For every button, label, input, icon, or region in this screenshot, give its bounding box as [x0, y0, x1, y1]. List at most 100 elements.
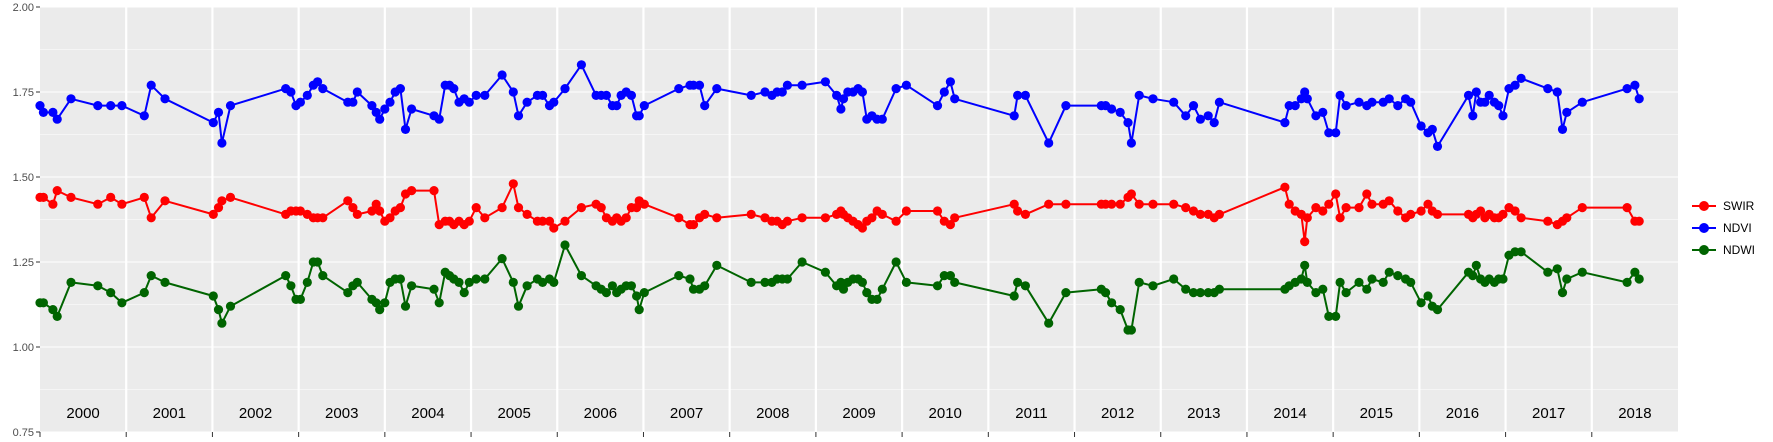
- data-point-ndwi: [1101, 288, 1111, 298]
- data-point-swir: [797, 213, 807, 223]
- data-point-ndvi: [52, 114, 62, 124]
- data-point-ndwi: [295, 294, 305, 304]
- data-point-ndwi: [797, 257, 807, 267]
- data-point-ndvi: [348, 97, 358, 107]
- data-point-swir: [688, 220, 699, 230]
- data-point-ndwi: [1543, 267, 1553, 277]
- data-point-ndvi: [760, 87, 770, 97]
- data-point-swir: [1510, 206, 1520, 216]
- data-point-ndvi: [160, 94, 170, 104]
- data-point-ndwi: [1126, 325, 1136, 335]
- data-point-ndvi: [497, 70, 507, 80]
- data-point-swir: [1107, 199, 1117, 209]
- data-point-ndwi: [1115, 305, 1125, 315]
- y-tick-label: 1.75: [13, 87, 34, 99]
- data-point-swir: [146, 213, 156, 223]
- data-point-ndwi: [538, 277, 548, 287]
- data-point-ndwi: [1335, 277, 1345, 287]
- data-point-ndwi: [1516, 247, 1526, 257]
- data-point-swir: [464, 216, 474, 226]
- data-point-ndwi: [52, 311, 62, 321]
- data-point-ndvi: [601, 90, 612, 100]
- data-point-ndwi: [632, 291, 642, 301]
- data-point-ndwi: [945, 271, 956, 281]
- x-axis: [39, 432, 1593, 437]
- data-point-ndvi: [48, 107, 58, 117]
- data-point-ndwi: [1195, 288, 1205, 298]
- year-label: 2018: [1618, 405, 1651, 422]
- data-point-ndvi: [1552, 87, 1562, 97]
- data-point-ndvi: [1494, 101, 1504, 111]
- data-point-ndvi: [538, 90, 548, 100]
- data-point-ndwi: [1416, 298, 1426, 308]
- data-point-ndwi: [281, 271, 291, 281]
- data-point-swir: [208, 209, 218, 219]
- year-label: 2009: [842, 405, 875, 422]
- data-point-ndwi: [1498, 274, 1508, 284]
- data-point-swir: [1126, 189, 1136, 199]
- data-point-ndvi: [1630, 80, 1640, 90]
- data-point-swir: [1300, 237, 1310, 247]
- data-point-swir: [213, 203, 224, 213]
- data-point-ndvi: [1280, 118, 1290, 128]
- data-point-ndvi: [1543, 84, 1553, 94]
- data-point-swir: [820, 213, 831, 223]
- data-point-swir: [1020, 209, 1030, 219]
- data-point-swir: [1577, 203, 1587, 213]
- data-point-swir: [1406, 209, 1416, 219]
- data-point-ndwi: [434, 298, 444, 308]
- data-point-swir: [1384, 196, 1394, 206]
- year-label: 2001: [153, 405, 186, 422]
- data-point-ndwi: [160, 277, 170, 287]
- data-point-ndvi: [1123, 118, 1133, 128]
- data-point-ndwi: [560, 240, 570, 250]
- data-point-ndvi: [434, 114, 444, 124]
- data-point-ndwi: [371, 298, 381, 308]
- data-point-ndvi: [1311, 111, 1321, 121]
- data-point-ndvi: [286, 87, 296, 97]
- data-point-ndwi: [862, 288, 872, 298]
- data-point-ndvi: [1354, 97, 1364, 107]
- data-point-swir: [1013, 206, 1023, 216]
- data-point-swir: [950, 213, 960, 223]
- data-point-ndwi: [1393, 271, 1403, 281]
- data-point-ndvi: [797, 80, 807, 90]
- data-point-swir: [1423, 199, 1433, 209]
- data-point-ndvi: [1324, 128, 1334, 138]
- data-point-swir: [891, 216, 901, 226]
- data-point-ndvi: [1468, 111, 1478, 121]
- data-point-ndvi: [626, 90, 637, 100]
- year-label: 2007: [670, 405, 703, 422]
- data-point-ndvi: [1061, 101, 1071, 111]
- data-point-ndwi: [576, 271, 587, 281]
- legend-label: NDWI: [1723, 243, 1755, 257]
- data-point-ndwi: [601, 288, 612, 298]
- data-point-swir: [1044, 199, 1054, 209]
- data-point-ndwi: [901, 277, 912, 287]
- data-point-ndvi: [932, 101, 943, 111]
- data-point-ndwi: [459, 288, 469, 298]
- data-point-ndvi: [700, 101, 710, 111]
- data-point-ndvi: [777, 87, 787, 97]
- data-point-ndwi: [746, 277, 756, 287]
- data-point-swir: [497, 203, 507, 213]
- data-point-swir: [93, 199, 103, 209]
- data-point-ndwi: [343, 288, 353, 298]
- data-point-swir: [371, 199, 381, 209]
- year-label: 2003: [325, 405, 358, 422]
- y-axis: 0.75 1.00 1.25 1.50 1.75 2.00: [13, 2, 40, 439]
- data-point-ndvi: [1562, 107, 1572, 117]
- data-point-swir: [225, 192, 236, 202]
- data-point-ndvi: [694, 80, 705, 90]
- year-label: 2000: [66, 405, 99, 422]
- data-point-swir: [1367, 199, 1377, 209]
- data-point-ndvi: [1126, 138, 1136, 148]
- data-point-swir: [375, 206, 385, 216]
- data-point-swir: [48, 199, 58, 209]
- data-point-swir: [1416, 206, 1426, 216]
- data-point-ndvi: [836, 104, 846, 114]
- data-point-ndwi: [225, 301, 236, 311]
- data-point-ndvi: [1463, 90, 1474, 100]
- data-point-ndvi: [375, 114, 385, 124]
- data-point-ndvi: [1214, 97, 1224, 107]
